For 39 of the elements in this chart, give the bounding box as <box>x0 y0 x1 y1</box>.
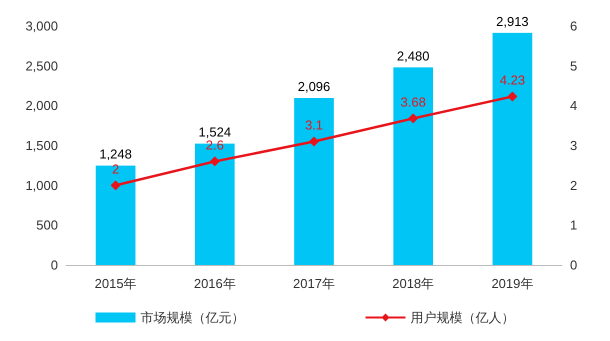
data-label: 1,524 <box>198 124 232 140</box>
bar <box>96 166 136 265</box>
data-label: 2,913 <box>496 14 529 29</box>
x-tick-label: 2019年 <box>491 276 534 291</box>
x-tick-label: 2016年 <box>194 276 236 291</box>
x-tick-label: 2018年 <box>392 276 434 291</box>
data-label: 3.68 <box>400 94 426 110</box>
y2-tick-label: 4 <box>570 98 578 114</box>
y2-tick-label: 2 <box>570 178 578 193</box>
y-tick-label: 0 <box>50 258 58 272</box>
point <box>507 92 518 102</box>
bar <box>393 67 434 265</box>
point <box>110 180 121 190</box>
y-tick-label: 500 <box>36 218 58 233</box>
x-tick-label: 2017年 <box>293 276 335 291</box>
legend-label: 用户规模（亿人） <box>410 310 514 325</box>
bar <box>294 98 334 265</box>
y2-tick-label: 5 <box>570 58 578 74</box>
data-label: 2,480 <box>396 48 430 64</box>
bar <box>492 32 532 265</box>
data-label: 4.23 <box>500 72 526 88</box>
y-tick-label: 3,000 <box>25 18 58 34</box>
y-tick-label: 1,500 <box>25 138 58 153</box>
y2-tick-label: 1 <box>570 218 578 233</box>
y-tick-label: 2,000 <box>25 98 58 114</box>
y2-tick-label: 3 <box>570 138 578 153</box>
legend-label: 市场规模（亿元） <box>140 310 244 325</box>
data-label: 3.1 <box>304 118 324 133</box>
data-label: 1,248 <box>99 146 132 162</box>
y2-tick-label: 0 <box>570 258 578 272</box>
y-tick-label: 2,500 <box>25 58 58 74</box>
point <box>210 156 220 166</box>
data-label: 2,096 <box>298 79 330 94</box>
y-tick-label: 1,000 <box>25 178 58 193</box>
x-tick-label: 2015年 <box>94 276 137 291</box>
data-label: 2 <box>112 161 120 176</box>
y2-tick-label: 6 <box>570 18 578 34</box>
point <box>309 136 319 147</box>
point <box>408 113 418 124</box>
